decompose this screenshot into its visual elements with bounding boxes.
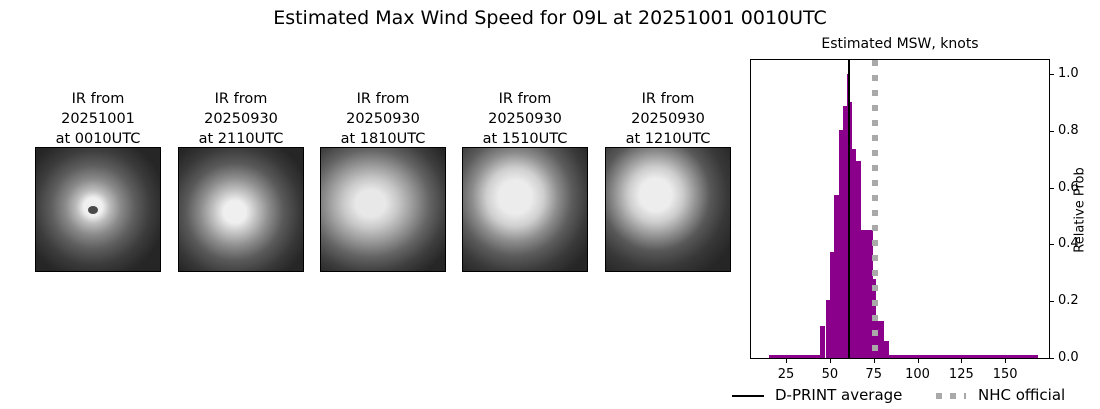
ir-time: at 0010UTC — [55, 131, 141, 147]
legend-dotted-line-icon — [950, 393, 956, 399]
y-tick-label: 0.0 — [1058, 350, 1079, 365]
histogram-bar — [838, 129, 844, 358]
ir-panel-1: IR from 20251001 at 0010UTC — [35, 89, 161, 272]
ir-label: IR from — [71, 91, 125, 107]
tick-mark — [1005, 359, 1007, 363]
ir-satellite-image — [320, 147, 446, 272]
y-tick-label: 1.0 — [1058, 66, 1079, 82]
tick-mark — [829, 359, 831, 363]
tick-mark — [961, 359, 963, 363]
ir-panel-3: IR from 20250930 at 1810UTC — [320, 89, 446, 272]
ir-date: 20250930 — [488, 111, 562, 127]
tick-mark — [1050, 301, 1054, 303]
x-tick-label: 150 — [992, 367, 1018, 382]
histogram-bar — [884, 340, 889, 358]
legend-nhc-official: NHC official — [978, 386, 1066, 404]
tick-mark — [1050, 187, 1054, 189]
chart-title: Estimated MSW, knots — [821, 36, 979, 52]
tick-mark — [1050, 244, 1054, 246]
ir-label: IR from — [214, 91, 268, 107]
ir-date: 20251001 — [61, 111, 135, 127]
histogram-bar — [834, 194, 839, 358]
ir-panel-title: IR from 20251001 at 0010UTC — [35, 89, 161, 149]
histogram-bar — [843, 105, 847, 358]
ir-label: IR from — [498, 91, 552, 107]
ir-panel-5: IR from 20250930 at 1210UTC — [605, 89, 731, 272]
histogram-bar — [888, 355, 1039, 358]
ir-satellite-image — [605, 147, 731, 272]
legend-dotted-line-icon — [936, 393, 942, 399]
ir-satellite-image — [462, 147, 588, 272]
y-tick-label: 0.4 — [1058, 236, 1079, 252]
ir-date: 20250930 — [346, 111, 420, 127]
ir-satellite-image — [178, 147, 304, 272]
tick-mark — [1050, 130, 1054, 132]
tick-mark — [1050, 358, 1054, 359]
legend-solid-line-icon — [732, 395, 764, 397]
storm-eye — [88, 206, 98, 214]
ir-panel-4: IR from 20250930 at 1510UTC — [462, 89, 588, 272]
ir-satellite-image — [35, 147, 161, 272]
x-tick-label: 100 — [905, 367, 930, 382]
histogram-bar — [768, 355, 821, 358]
tick-mark — [786, 359, 788, 363]
histogram-bar — [856, 160, 862, 358]
legend-dotted-line-icon — [964, 393, 966, 399]
figure-title: Estimated Max Wind Speed for 09L at 2025… — [273, 7, 827, 29]
histogram-plot-area — [750, 59, 1050, 359]
ir-panel-title: IR from 20250930 at 1510UTC — [462, 89, 588, 149]
histogram-bar — [851, 148, 857, 358]
ir-date: 20250930 — [631, 111, 705, 127]
ir-panel-2: IR from 20250930 at 2110UTC — [178, 89, 304, 272]
histogram-bar — [876, 321, 885, 358]
y-tick-label: 0.8 — [1058, 122, 1079, 138]
ir-time: at 2110UTC — [198, 131, 284, 147]
histogram-bar — [820, 325, 826, 358]
x-tick-label: 75 — [865, 367, 882, 382]
histogram-bar — [825, 300, 830, 358]
ir-time: at 1810UTC — [340, 131, 426, 147]
dprint-average-line — [848, 60, 851, 358]
tick-mark — [917, 359, 919, 363]
tick-mark — [873, 359, 875, 363]
histogram-bar — [861, 229, 873, 358]
ir-date: 20250930 — [204, 111, 278, 127]
x-tick-label: 25 — [777, 367, 795, 382]
ir-panel-title: IR from 20250930 at 1810UTC — [320, 89, 446, 149]
ir-time: at 1510UTC — [482, 131, 568, 147]
legend-dprint-average: D-PRINT average — [775, 386, 903, 404]
ir-panel-title: IR from 20250930 at 2110UTC — [178, 89, 304, 149]
y-tick-label: 0.6 — [1058, 179, 1079, 195]
x-tick-label: 125 — [948, 367, 974, 382]
nhc-official-line — [872, 60, 879, 358]
y-tick-label: 0.2 — [1058, 293, 1079, 309]
ir-time: at 1210UTC — [625, 131, 711, 147]
tick-mark — [1050, 74, 1054, 76]
ir-label: IR from — [641, 91, 695, 107]
x-tick-label: 50 — [821, 367, 839, 382]
histogram-bar — [850, 101, 852, 358]
histogram-bar — [829, 252, 835, 358]
ir-label: IR from — [356, 91, 410, 107]
ir-panel-title: IR from 20250930 at 1210UTC — [605, 89, 731, 149]
